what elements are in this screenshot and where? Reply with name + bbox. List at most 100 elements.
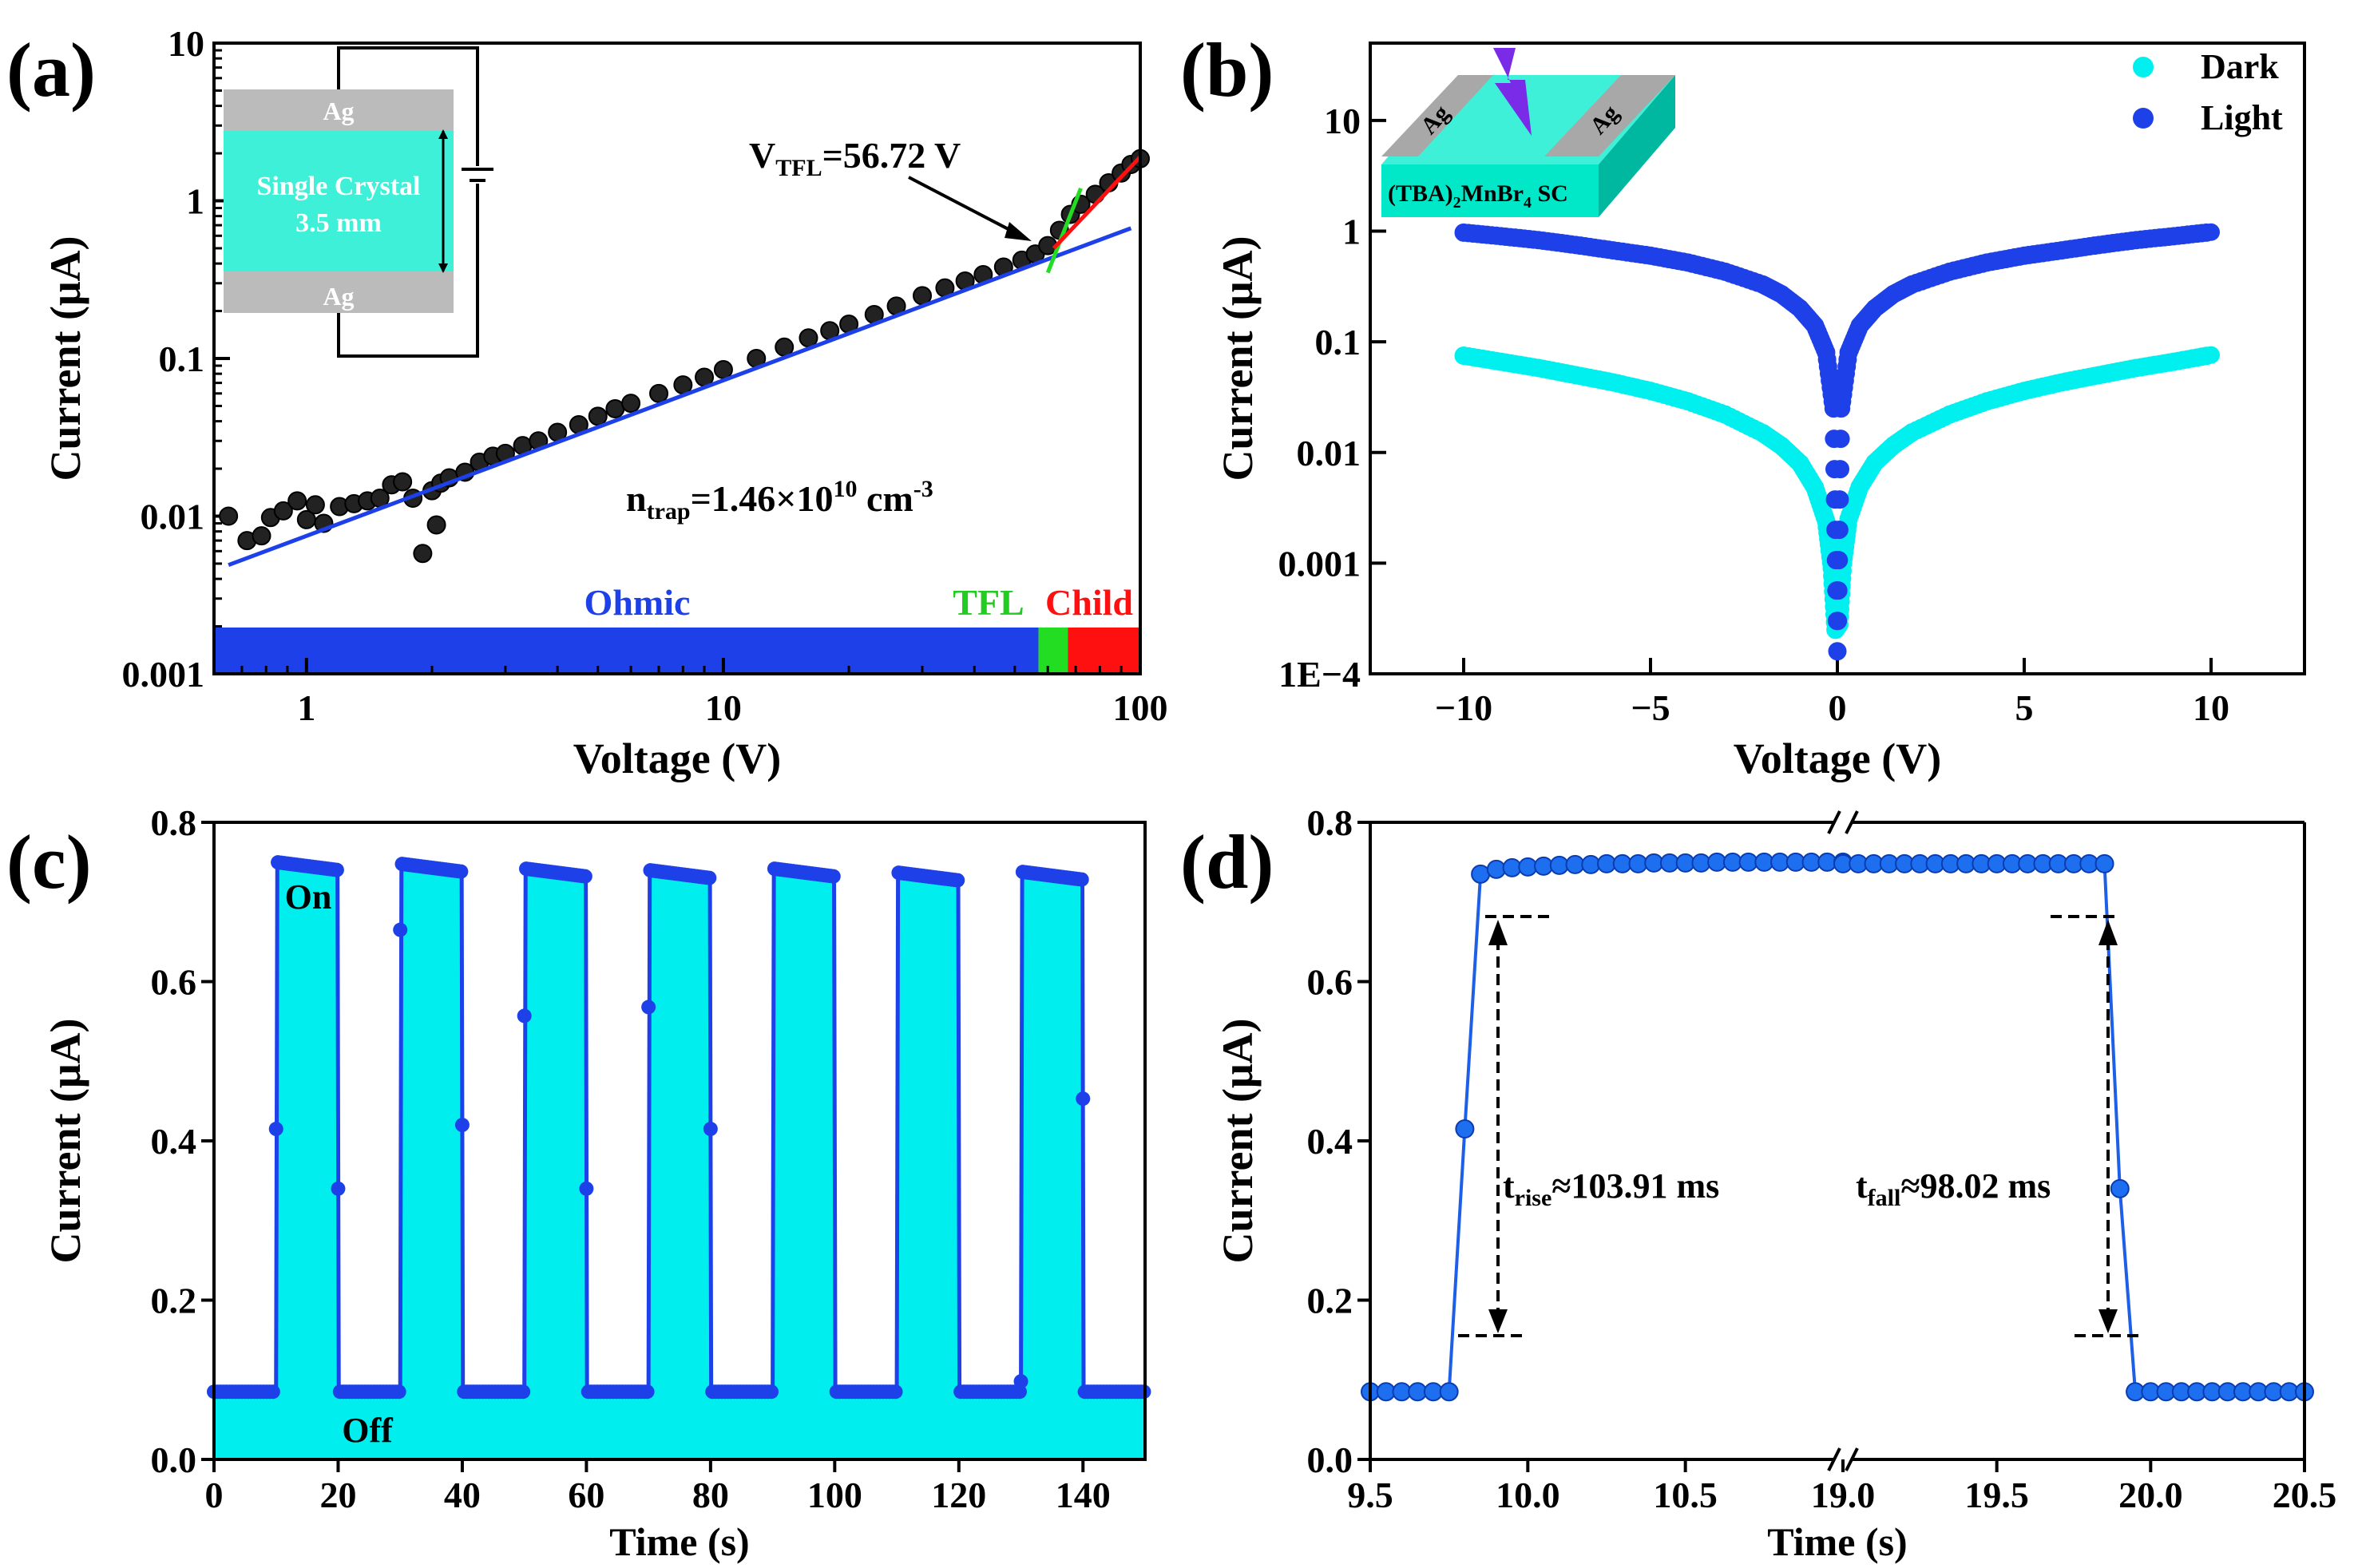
data-point — [764, 1384, 779, 1400]
y-tick-label: 0.8 — [151, 802, 197, 843]
data-point — [1707, 852, 1727, 872]
inset-electrode-right — [1544, 75, 1675, 156]
data-point — [516, 1384, 531, 1400]
inset-electrode-left — [1381, 75, 1493, 156]
inset-substrate-side — [1599, 75, 1675, 217]
y-tick-label: 1 — [1342, 212, 1361, 252]
rise-time-label: trise≈103.91 ms — [1503, 1166, 1719, 1211]
data-point — [1722, 852, 1742, 872]
axis-break-bottom-1 — [1827, 1447, 1841, 1471]
inset-wire — [337, 46, 479, 166]
data-point — [1817, 852, 1837, 872]
x-tick-label: 100 — [1113, 687, 1168, 728]
x-tick-label: 10 — [705, 687, 742, 728]
panel-b: (b) −10 −5 0 5 10 1E−4 0.001 0.01 0.1 1 10 Voltage… — [1180, 27, 2306, 782]
inset-sample-label: (TBA)2MnBr4 SC — [1388, 180, 1568, 212]
x-tick-label: 120 — [931, 1475, 986, 1515]
data-point — [826, 869, 841, 884]
panel-a-inset: Ag Ag Single Crystal 3.5 mm — [224, 46, 493, 358]
data-point — [393, 472, 413, 492]
x-tick-label: 9.5 — [1347, 1475, 1393, 1515]
panel-c-frame — [212, 821, 1147, 1461]
panel-c: (c) 0 20 40 60 80 100 120 140 0.0 0.2 0.4 0.6 0.8 Ti… — [6, 802, 1151, 1564]
x-tick-label: 5 — [2015, 687, 2034, 728]
region-bar-tfl — [1038, 628, 1068, 672]
data-point — [641, 1000, 656, 1015]
data-point — [1392, 1382, 1412, 1402]
inset-thickness-label: 3.5 mm — [295, 208, 382, 238]
rise-arrow-down — [1488, 1309, 1508, 1333]
data-point-light — [1831, 430, 1850, 449]
fall-annotation — [2051, 915, 2142, 1337]
data-point — [579, 1181, 594, 1196]
data-point — [287, 491, 307, 511]
data-point — [2094, 853, 2114, 873]
data-point — [703, 1122, 718, 1137]
data-point — [426, 515, 446, 535]
data-point — [1534, 856, 1554, 876]
inset-substrate-front — [1381, 164, 1599, 217]
inset-dim-arrow-top — [438, 129, 448, 139]
y-tick-label: 0.6 — [1307, 962, 1353, 1003]
y-tick-label: 0.1 — [1315, 322, 1361, 362]
data-point — [413, 544, 433, 564]
inset-ag-bottom-label: Ag — [323, 282, 354, 311]
data-point — [1628, 853, 1648, 873]
y-tick-label: 0.0 — [1307, 1439, 1353, 1480]
y-tick-label: 10 — [168, 23, 204, 64]
x-tick-label: 80 — [692, 1475, 729, 1515]
x-tick-label: 1 — [297, 687, 315, 728]
x-tick-label: 19.0 — [1811, 1475, 1876, 1515]
response-line-2 — [1843, 861, 2304, 1394]
data-point — [1785, 852, 1805, 872]
legend-dark-label: Dark — [2201, 47, 2279, 86]
y-tick-label: 0.6 — [151, 962, 197, 1003]
inset-wire-return — [337, 184, 479, 358]
inset-ag-top-label: Ag — [323, 97, 354, 125]
panel-b-label: (b) — [1180, 27, 1274, 113]
y-tick-label: 1 — [186, 181, 204, 222]
data-point — [1644, 853, 1664, 873]
off-label: Off — [342, 1411, 394, 1450]
panel-c-label: (c) — [6, 819, 92, 905]
data-point — [1754, 852, 1774, 872]
data-point — [517, 1008, 532, 1024]
data-point — [1770, 852, 1790, 872]
data-point — [1423, 1382, 1443, 1402]
legend-light-marker — [2133, 108, 2154, 129]
ntrap-label: ntrap=1.46×1010 cm-3 — [626, 476, 933, 525]
data-point — [252, 526, 271, 546]
data-point — [888, 1384, 903, 1400]
x-tick-label: 140 — [1056, 1475, 1111, 1515]
x-tick-label: −10 — [1435, 687, 1492, 728]
x-tick-label: 60 — [568, 1475, 604, 1515]
panel-a-label: (a) — [6, 27, 96, 113]
fall-arrow-down — [2098, 1309, 2118, 1333]
data-point — [713, 359, 733, 379]
data-point — [454, 864, 469, 879]
vtfl-arrow — [908, 176, 1023, 238]
panel-a-frame — [212, 42, 1142, 675]
fall-arrow-up — [2098, 920, 2118, 945]
y-tick-label: 0.0 — [151, 1439, 197, 1480]
x-tick-label: 20.0 — [2118, 1475, 2183, 1515]
data-point-light — [1829, 581, 1848, 600]
x-tick-label: 20.5 — [2273, 1475, 2337, 1515]
data-point — [588, 406, 608, 426]
rise-annotation — [1458, 915, 1552, 1337]
data-point — [640, 1384, 655, 1400]
data-point — [1376, 1382, 1396, 1402]
data-point — [605, 398, 625, 418]
data-point — [1408, 1382, 1428, 1402]
x-tick-label: 10 — [2193, 687, 2229, 728]
data-point — [1675, 853, 1695, 873]
response-line-1 — [1370, 860, 1843, 1394]
data-point — [454, 1118, 470, 1133]
data-point-light — [1830, 490, 1849, 509]
y-tick-label: 0.2 — [151, 1281, 197, 1321]
data-point-light — [1828, 642, 1847, 661]
data-point — [1738, 852, 1758, 872]
panel-b-inset: Ag Ag (TBA)2MnBr4 SC — [1381, 48, 1675, 217]
data-point — [219, 506, 239, 526]
data-point-dark — [2202, 346, 2220, 364]
